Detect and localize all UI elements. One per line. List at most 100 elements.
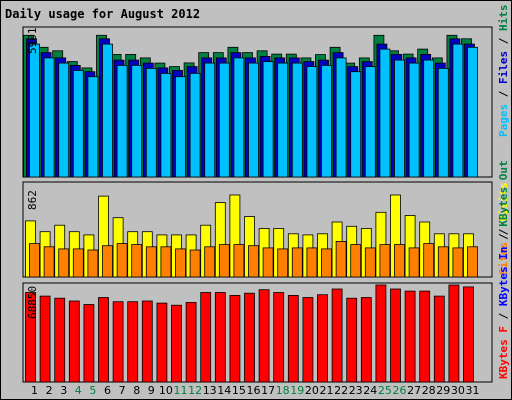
- bar-sites-day-2: [43, 246, 55, 278]
- legend-entry: /: [497, 306, 510, 327]
- panel-1-legend: Pages / Files / Hits: [497, 5, 510, 138]
- bar-kbytes-f-day-5: [83, 304, 95, 383]
- bar-sites-day-16: [248, 245, 259, 278]
- bar-sites-day-27: [408, 247, 420, 278]
- x-tick-label-day-1: 1: [31, 384, 38, 397]
- bar-kbytes-f-day-22: [331, 288, 343, 383]
- bar-sites-day-25: [379, 244, 391, 278]
- bar-sites-day-11: [175, 248, 186, 278]
- x-tick-label-day-8: 8: [133, 384, 140, 397]
- bar-kbytes-f-day-4: [68, 300, 80, 383]
- bar-pages-day-11: [175, 76, 186, 178]
- bar-sites-day-9: [145, 246, 157, 278]
- x-tick-label-day-21: 21: [320, 384, 334, 397]
- bar-pages-day-23: [350, 71, 362, 178]
- bar-kbytes-f-day-14: [214, 292, 226, 383]
- bar-pages-day-14: [218, 62, 230, 178]
- legend-entry: /: [497, 226, 510, 247]
- bar-pages-day-28: [423, 59, 435, 178]
- legend-entry: /: [497, 84, 510, 104]
- bar-sites-day-14: [218, 244, 230, 278]
- legend-entry: Files: [497, 50, 510, 84]
- bar-pages-day-7: [116, 65, 128, 178]
- x-tick-label-day-12: 12: [188, 384, 202, 397]
- legend-entry: Hits: [497, 4, 510, 32]
- chart-title: Daily usage for August 2012: [5, 7, 201, 21]
- bar-sites-day-8: [131, 244, 143, 278]
- bar-pages-day-6: [102, 43, 113, 178]
- bar-kbytes-f-day-24: [360, 297, 372, 383]
- bar-pages-day-18: [277, 62, 289, 178]
- panel-1-ymax-label: 5901: [26, 27, 39, 55]
- bar-pages-day-24: [364, 66, 376, 178]
- x-tick-label-day-26: 26: [393, 384, 407, 397]
- x-tick-label-day-7: 7: [119, 384, 126, 397]
- bar-pages-day-15: [233, 57, 245, 178]
- bar-sites-day-4: [72, 248, 84, 278]
- x-tick-label-day-24: 24: [363, 384, 377, 397]
- bar-kbytes-f-day-11: [171, 304, 182, 383]
- x-tick-label-day-30: 30: [451, 384, 465, 397]
- bar-pages-day-27: [408, 62, 420, 178]
- x-tick-label-day-5: 5: [89, 384, 96, 397]
- bar-kbytes-f-day-9: [141, 300, 153, 383]
- legend-entry: KBytes F: [497, 326, 510, 379]
- x-tick-label-day-31: 31: [466, 384, 480, 397]
- bar-sites-day-20: [306, 247, 318, 278]
- bar-sites-day-6: [102, 245, 113, 278]
- x-tick-label-day-3: 3: [60, 384, 67, 397]
- bar-sites-day-13: [204, 246, 216, 278]
- panel-3-legend: KBytes F / KBytes In / KBytes Out: [497, 160, 510, 379]
- bar-kbytes-f-day-25: [375, 284, 387, 383]
- legend-entry: Pages: [497, 103, 510, 137]
- bar-kbytes-f-day-8: [127, 301, 139, 383]
- bar-sites-day-19: [291, 247, 303, 278]
- bar-kbytes-f-day-15: [229, 294, 241, 383]
- bar-sites-day-31: [467, 246, 478, 278]
- x-tick-label-day-13: 13: [203, 384, 217, 397]
- panel-2-ymax-label: 862: [26, 190, 39, 210]
- bar-kbytes-f-day-3: [54, 297, 66, 383]
- x-tick-label-day-11: 11: [174, 384, 188, 397]
- bar-sites-day-5: [87, 249, 99, 278]
- x-tick-label-day-18: 18: [276, 384, 290, 397]
- bar-pages-day-29: [437, 68, 449, 178]
- bar-kbytes-f-day-29: [433, 295, 445, 383]
- bar-sites-day-28: [423, 243, 435, 278]
- bar-sites-day-29: [437, 246, 449, 278]
- bar-kbytes-f-day-10: [156, 302, 168, 383]
- bar-kbytes-f-day-16: [244, 292, 255, 383]
- bar-pages-day-20: [306, 66, 318, 178]
- bar-kbytes-f-day-18: [273, 292, 285, 383]
- x-tick-label-day-20: 20: [305, 384, 319, 397]
- bar-pages-day-16: [248, 62, 259, 178]
- bar-pages-day-13: [204, 62, 216, 178]
- bar-kbytes-f-day-13: [200, 292, 212, 383]
- bar-pages-day-4: [72, 70, 84, 178]
- x-tick-label-day-15: 15: [232, 384, 246, 397]
- x-tick-label-day-23: 23: [349, 384, 363, 397]
- bar-kbytes-f-day-2: [39, 295, 51, 383]
- bar-kbytes-f-day-12: [185, 301, 197, 383]
- bar-pages-day-3: [58, 62, 70, 178]
- legend-entry: /: [497, 31, 510, 51]
- bar-pages-day-8: [131, 65, 143, 178]
- x-tick-label-day-17: 17: [261, 384, 275, 397]
- bar-sites-day-17: [262, 247, 274, 278]
- bar-kbytes-f-day-19: [287, 294, 299, 383]
- bar-pages-day-2: [43, 57, 55, 178]
- bar-pages-day-26: [394, 59, 405, 178]
- bar-sites-day-23: [350, 244, 362, 278]
- x-tick-label-day-9: 9: [148, 384, 155, 397]
- bar-kbytes-f-day-27: [404, 290, 416, 383]
- bar-kbytes-f-day-1: [25, 292, 36, 383]
- legend-entry: KBytes In: [497, 246, 510, 307]
- bar-pages-day-19: [291, 62, 303, 178]
- x-tick-label-day-22: 22: [334, 384, 348, 397]
- bar-sites-day-7: [116, 243, 128, 278]
- bar-sites-day-18: [277, 248, 289, 278]
- bar-kbytes-f-day-26: [390, 288, 401, 383]
- bar-kbytes-f-day-21: [317, 294, 328, 383]
